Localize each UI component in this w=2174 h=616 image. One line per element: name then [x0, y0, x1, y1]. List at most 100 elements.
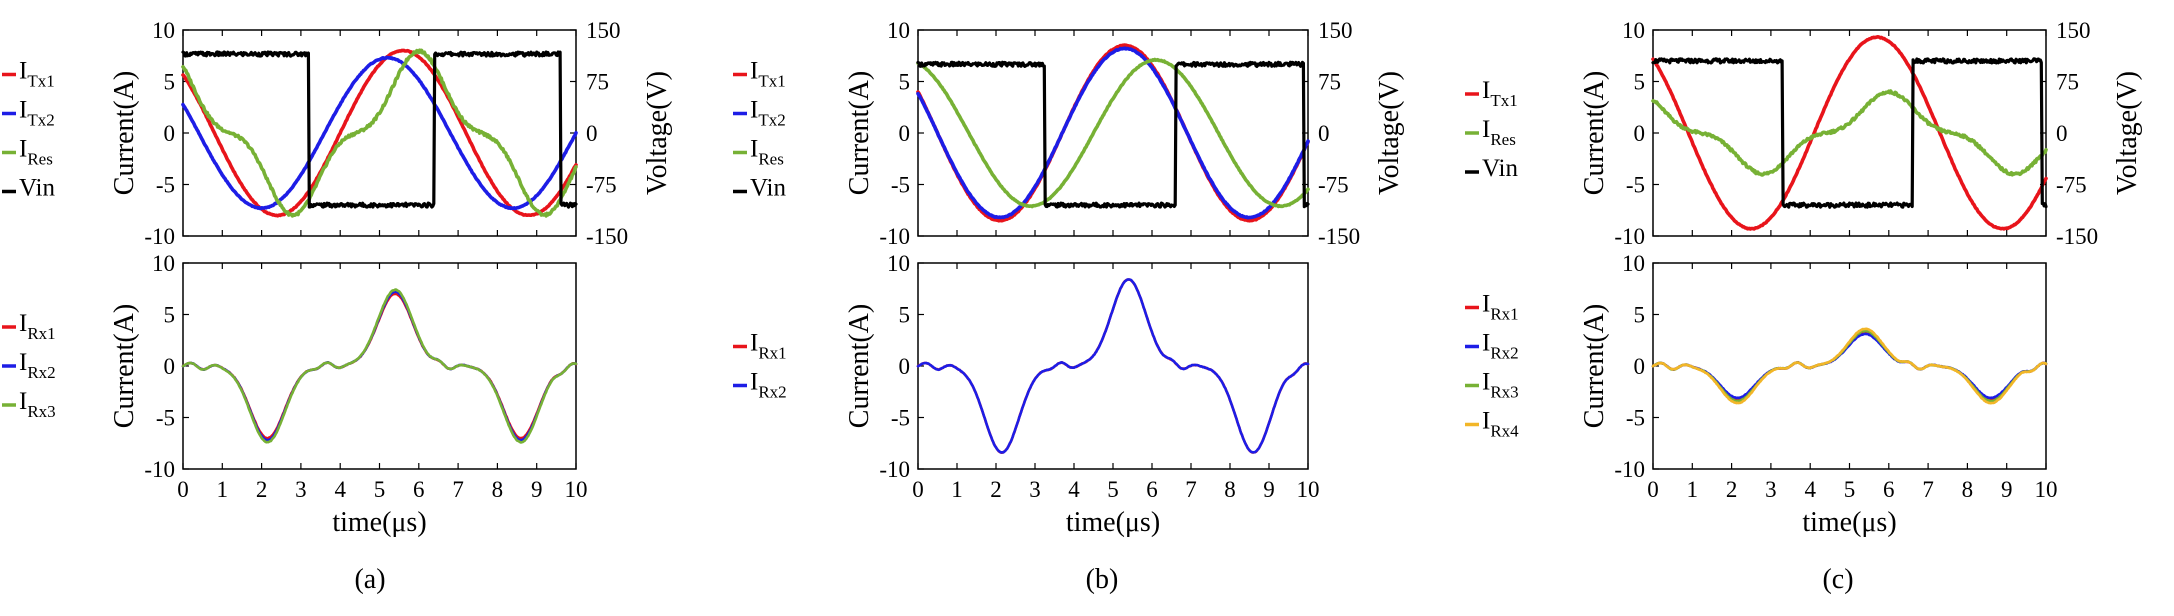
b-bottom-ytick-label: 0 — [899, 354, 911, 379]
a-top-legend-entry: ITx1 — [19, 58, 55, 91]
c-top-series-tx1 — [1651, 35, 2048, 231]
caption-b: (b) — [1086, 564, 1119, 595]
a-bottom-xtick-label: 0 — [177, 477, 189, 502]
b-top-legend-entry: Vin — [750, 175, 786, 202]
b-bottom-xtick-label: 4 — [1068, 477, 1080, 502]
c-top-series-res — [1651, 89, 2048, 177]
c-bottom-legend-entry: IRx4 — [1482, 408, 1519, 441]
b-top-traces — [916, 43, 1310, 223]
b-bottom-legend-entry: IRx1 — [750, 330, 787, 363]
a-bottom-ytick-label: 5 — [164, 303, 176, 328]
a-top-axes: 10 5 0 -5 -10 150 75 0 -75 -150 Current(A) Voltage(… — [109, 18, 673, 249]
a-bottom-xtick-label: 8 — [492, 477, 504, 502]
b-top-series-tx2 — [916, 46, 1310, 220]
b-bottom-xtick-label: 0 — [912, 477, 924, 502]
a-bottom-xtick-label: 9 — [531, 477, 543, 502]
c-bottom-series-rx4 — [1651, 327, 2048, 405]
b-bottom-xtick-label: 3 — [1029, 477, 1041, 502]
b-bottom-xtick-label: 9 — [1263, 477, 1275, 502]
b-top-legend: ITx1 ITx2 IRes Vin — [733, 58, 786, 202]
a-bottom-xtick-label: 4 — [334, 477, 346, 502]
b-top-y2tick-label: -150 — [1318, 224, 1360, 249]
a-bottom-legend-entry: IRx2 — [19, 349, 56, 382]
caption-c: (c) — [1822, 564, 1853, 595]
b-top-ytick-label: -10 — [879, 224, 910, 249]
a-bottom-xtick-label: 6 — [413, 477, 425, 502]
c-bottom-ytick-label: -5 — [1626, 406, 1645, 431]
a-bottom-xtick-label: 10 — [565, 477, 588, 502]
a-bottom-xtick-label: 7 — [452, 477, 464, 502]
c-top-legend-entry: IRes — [1482, 116, 1516, 149]
a-bottom-series-rx3 — [181, 288, 578, 444]
caption-a: (a) — [354, 564, 385, 595]
b-bottom-ytick-label: -5 — [891, 406, 910, 431]
c-top-y2tick-label: 0 — [2056, 121, 2068, 146]
c-bottom-frame — [1652, 262, 2047, 470]
c-top-ytick-label: 10 — [1622, 18, 1645, 43]
a-bottom-legend-entry: IRx3 — [19, 388, 56, 421]
c-top-traces — [1651, 35, 2048, 231]
a-top-ytick-label: -5 — [156, 173, 175, 198]
a-top-ytick-label: 5 — [164, 70, 176, 95]
c-bottom-ytick-label: 5 — [1634, 303, 1646, 328]
a-bottom-xtick-label: 5 — [374, 477, 386, 502]
b-top-ylabel: Current(A) — [844, 71, 875, 195]
a-top-traces — [181, 48, 578, 218]
b-bottom-xtick-label: 2 — [990, 477, 1002, 502]
c-bottom-legend-entry: IRx2 — [1482, 330, 1519, 363]
c-bottom-xlabel: time(μs) — [1802, 507, 1896, 538]
c-top-ytick-label: 0 — [1634, 121, 1646, 146]
a-top-y2tick-label: 75 — [586, 70, 609, 95]
c-bottom-xtick-label: 3 — [1765, 477, 1777, 502]
b-top-ytick-label: 0 — [899, 121, 911, 146]
b-bottom-legend: IRx1 IRx2 — [733, 330, 787, 402]
c-bottom-xtick-label: 5 — [1844, 477, 1856, 502]
c-bottom-xtick-label: 9 — [2001, 477, 2013, 502]
c-bottom-traces — [1651, 327, 2048, 405]
b-top-series-vin — [916, 60, 1310, 209]
b-top-series-res — [916, 57, 1310, 209]
b-bottom-traces — [916, 278, 1310, 454]
b-bottom-xtick-label: 5 — [1107, 477, 1119, 502]
b-bottom-xtick-label: 6 — [1146, 477, 1158, 502]
c-bottom-xtick-label: 0 — [1647, 477, 1659, 502]
a-top-ytick-label: -10 — [144, 224, 175, 249]
a-bottom-xtick-label: 2 — [256, 477, 268, 502]
c-bottom-xtick-label: 6 — [1883, 477, 1895, 502]
a-top-series-vin — [181, 50, 578, 209]
a-top-y2tick-label: 0 — [586, 121, 598, 146]
a-bottom-ytick-label: -10 — [144, 457, 175, 482]
b-top-legend-entry: IRes — [750, 136, 784, 169]
c-top-series-vin — [1651, 57, 2048, 209]
a-top-ytick-label: 10 — [152, 18, 175, 43]
b-top-y2tick-label: -75 — [1318, 173, 1349, 198]
c-top-y2tick-label: -75 — [2056, 173, 2087, 198]
b-top-y2label: Voltage(V) — [1374, 71, 1405, 195]
c-bottom-legend: IRx1 IRx2 IRx3 IRx4 — [1465, 291, 1519, 441]
b-bottom-ytick-label: 5 — [899, 303, 911, 328]
c-top-ytick-label: 5 — [1634, 70, 1646, 95]
a-bottom-ytick-label: 0 — [164, 354, 176, 379]
c-bottom-xtick-label: 10 — [2035, 477, 2058, 502]
c-top-y2tick-label: -150 — [2056, 224, 2098, 249]
b-top-ytick-label: 5 — [899, 70, 911, 95]
c-bottom-xtick-label: 4 — [1804, 477, 1816, 502]
a-bottom-xtick-label: 3 — [295, 477, 307, 502]
b-top-y2tick-label: 150 — [1318, 18, 1353, 43]
c-bottom-ytick-label: 10 — [1622, 251, 1645, 276]
a-bottom-legend-entry: IRx1 — [19, 310, 56, 343]
c-bottom-legend-entry: IRx3 — [1482, 369, 1519, 402]
c-top-axes: 10 5 0 -5 -10 150 75 0 -75 -150 Current(A) Voltage(… — [1579, 18, 2143, 249]
b-bottom-series-rx2 — [916, 278, 1310, 454]
c-bottom-ylabel: Current(A) — [1579, 304, 1610, 428]
b-top-ytick-label: 10 — [887, 18, 910, 43]
b-bottom-xtick-label: 7 — [1185, 477, 1197, 502]
a-bottom-xtick-label: 1 — [217, 477, 229, 502]
a-top-legend-entry: ITx2 — [19, 97, 55, 130]
b-top-series-tx1 — [916, 43, 1310, 223]
a-top-ylabel: Current(A) — [109, 71, 140, 195]
a-top-legend: ITx1 ITx2 IRes Vin — [2, 58, 55, 202]
b-bottom-xtick-label: 10 — [1297, 477, 1320, 502]
